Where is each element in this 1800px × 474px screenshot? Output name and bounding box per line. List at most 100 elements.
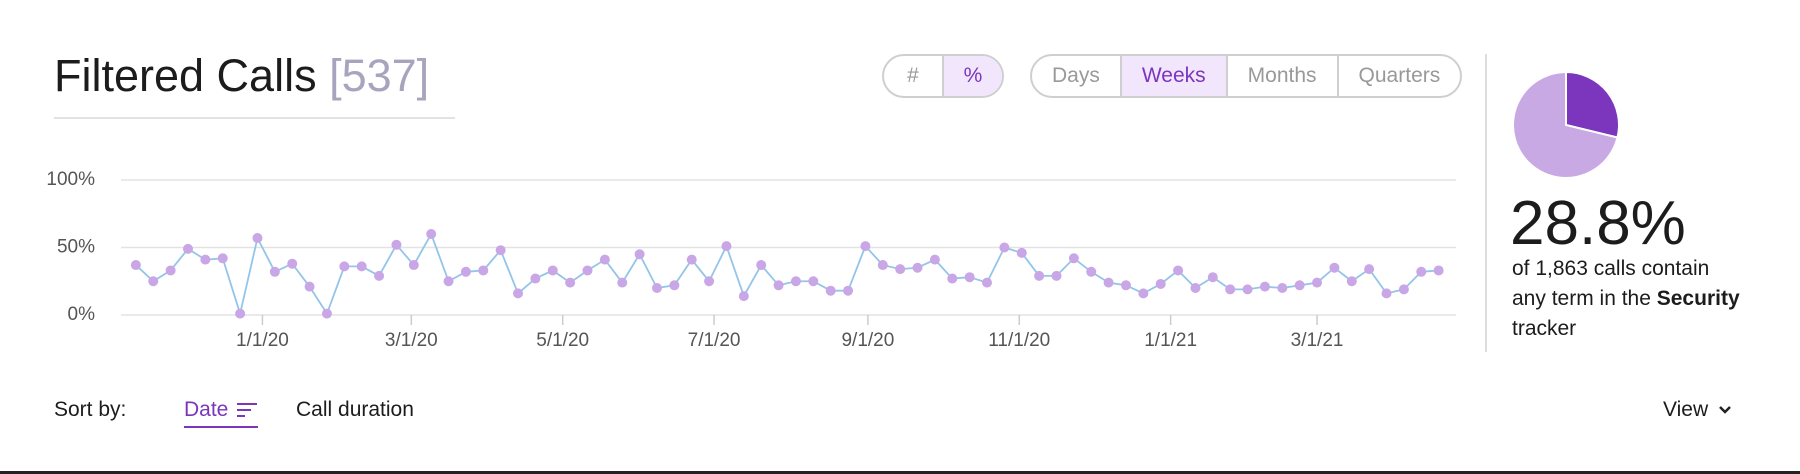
- point: [982, 277, 993, 288]
- point: [1346, 276, 1357, 287]
- view-label[interactable]: View: [1663, 398, 1709, 421]
- point: [426, 229, 437, 239]
- toggle-option[interactable]: %: [942, 56, 1002, 96]
- point: [391, 239, 402, 250]
- toggle-option[interactable]: Days: [1052, 64, 1100, 87]
- point: [738, 291, 749, 302]
- point: [756, 260, 767, 271]
- point: [1173, 265, 1184, 276]
- point: [825, 285, 836, 296]
- point: [947, 273, 958, 284]
- toggle-option[interactable]: #: [907, 64, 919, 87]
- sort-label: Sort by:: [54, 398, 127, 421]
- point: [686, 254, 697, 265]
- toggle-option[interactable]: Quarters: [1336, 56, 1461, 96]
- bottom-border: [0, 471, 1800, 474]
- point: [1398, 284, 1409, 295]
- point: [1016, 247, 1027, 258]
- point: [182, 243, 193, 254]
- point: [843, 285, 854, 296]
- point: [912, 262, 923, 273]
- summary-line: tracker: [1512, 317, 1577, 340]
- keyword: Security: [1656, 287, 1740, 310]
- point: [565, 277, 576, 288]
- point: [1138, 288, 1149, 299]
- point: [287, 258, 298, 269]
- point: [1416, 266, 1427, 277]
- point: [339, 261, 350, 272]
- y-tick-label: 50%: [57, 237, 95, 258]
- point: [478, 265, 489, 276]
- pie-chart: [1512, 70, 1620, 179]
- point: [582, 265, 593, 276]
- point: [252, 233, 263, 244]
- sort-option[interactable]: Call duration: [296, 398, 414, 421]
- x-tick-label: 3/1/20: [385, 330, 438, 351]
- point: [1207, 272, 1218, 283]
- point: [721, 241, 732, 252]
- point: [704, 276, 715, 287]
- point: [1068, 253, 1079, 264]
- point: [860, 241, 871, 252]
- x-tick-label: 11/1/20: [988, 330, 1050, 351]
- point: [669, 280, 680, 291]
- divider: [1485, 54, 1487, 352]
- point: [964, 272, 975, 283]
- line-chart: 0% 50% 100% 1/1/20 3/1/20 5/1/20 7/1/20 9/1/20 1…: [46, 169, 1456, 351]
- toggle-option[interactable]: Months: [1225, 56, 1337, 96]
- point: [1433, 265, 1444, 276]
- summary-line: any term in the Security: [1512, 287, 1740, 311]
- point: [547, 265, 558, 276]
- point: [1103, 277, 1114, 288]
- x-tick-label: 3/1/21: [1291, 330, 1344, 351]
- point: [1034, 270, 1045, 281]
- point: [1120, 280, 1131, 291]
- point: [1312, 277, 1323, 288]
- x-tick-label: 9/1/20: [841, 330, 894, 351]
- point: [1277, 283, 1288, 293]
- point: [1190, 283, 1201, 293]
- x-tick-label: 7/1/20: [688, 330, 741, 351]
- point: [374, 270, 385, 281]
- view-button[interactable]: View: [1663, 398, 1732, 422]
- point: [513, 288, 524, 299]
- x-tick-label: 5/1/20: [536, 330, 589, 351]
- point: [929, 254, 940, 265]
- point: [356, 261, 367, 272]
- sort-icon: [237, 403, 258, 417]
- point: [1225, 284, 1236, 295]
- point: [408, 260, 419, 271]
- mode-toggle: #%: [882, 54, 1004, 98]
- point: [165, 265, 176, 276]
- point: [1242, 284, 1253, 295]
- point: [200, 254, 211, 265]
- title-rule: [54, 117, 455, 119]
- point: [1381, 288, 1392, 299]
- line: [135, 231, 1439, 318]
- point: [877, 260, 888, 271]
- point: [617, 277, 628, 288]
- title: Filtered Calls [537]: [54, 50, 429, 102]
- point: [1259, 281, 1270, 292]
- point: [321, 308, 332, 319]
- sort-option[interactable]: Date: [184, 398, 229, 421]
- point: [217, 253, 228, 264]
- point: [1294, 280, 1305, 291]
- toggle-option[interactable]: Weeks: [1119, 56, 1226, 96]
- point: [999, 242, 1010, 253]
- chevron: [1719, 406, 1732, 414]
- period-toggle: Days Weeks Months Quarters: [1030, 54, 1463, 98]
- point: [634, 249, 645, 260]
- point: [599, 254, 610, 265]
- point: [460, 266, 471, 277]
- point: [1051, 270, 1062, 281]
- point: [651, 283, 662, 293]
- summary-text: any term in the: [1512, 287, 1651, 310]
- sort-date[interactable]: Date: [184, 398, 259, 428]
- point: [808, 276, 819, 287]
- point: [304, 281, 315, 292]
- point: [130, 260, 141, 271]
- y-tick-label: 0%: [68, 304, 96, 325]
- y-tick-label: 100%: [46, 169, 95, 190]
- point: [235, 308, 246, 319]
